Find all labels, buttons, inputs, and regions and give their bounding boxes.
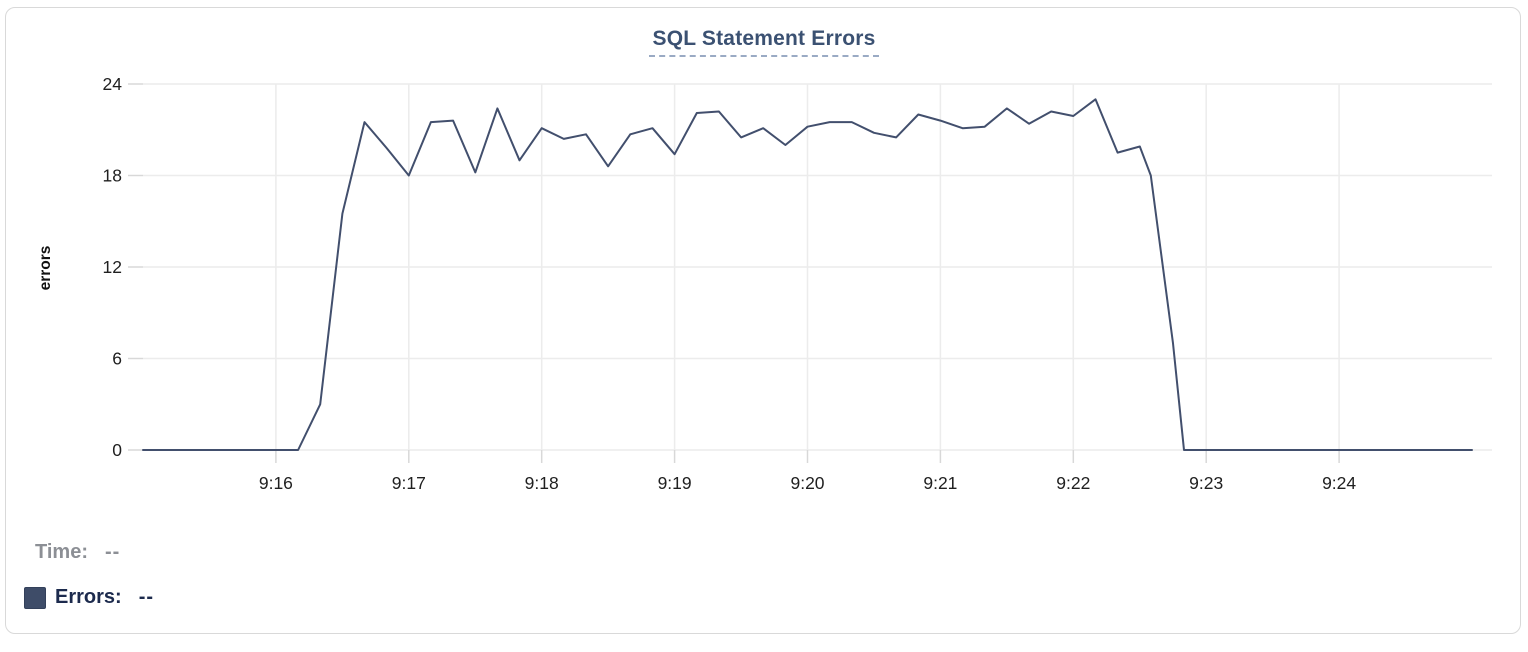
legend-time-label: Time: [35, 541, 88, 563]
legend-time-value: -- [104, 541, 121, 563]
legend-time-row: Time: -- [35, 541, 120, 564]
errors-series-swatch[interactable] [24, 586, 46, 609]
plot-area[interactable] [143, 84, 1472, 450]
legend-errors-row[interactable]: Errors: -- [24, 586, 154, 609]
chart-title-row: SQL Statement Errors [0, 27, 1528, 57]
legend-errors-label: Errors: [55, 586, 122, 608]
chart-title[interactable]: SQL Statement Errors [649, 27, 879, 57]
legend-errors-value: -- [138, 586, 155, 608]
